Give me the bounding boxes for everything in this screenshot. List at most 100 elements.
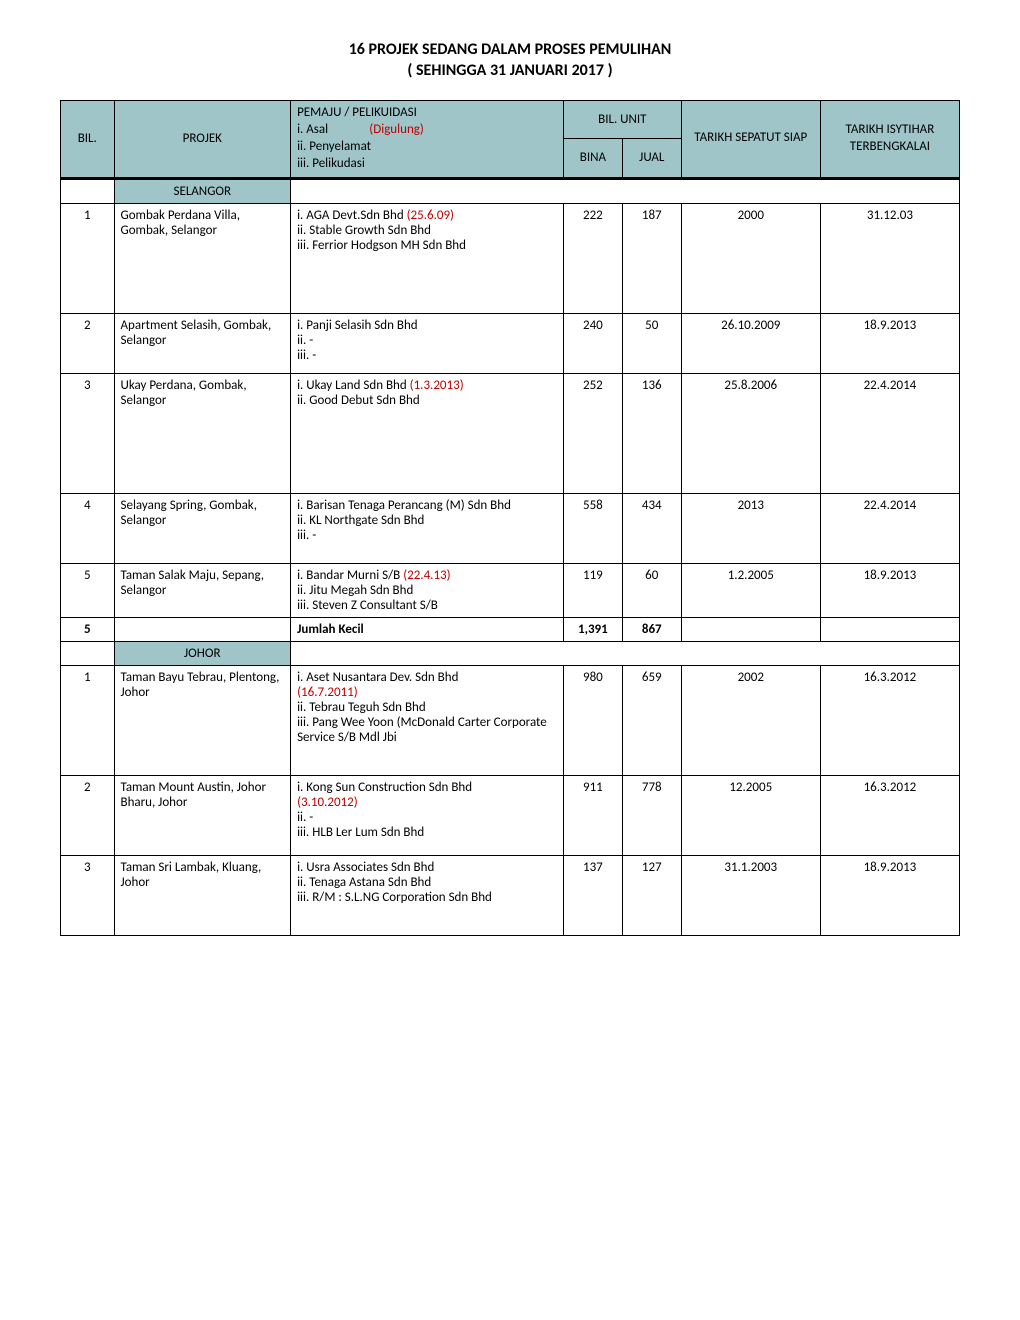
cell-bil: 3	[61, 855, 115, 935]
cell-bina: 119	[563, 563, 622, 617]
cell-terb: 18.9.2013	[820, 855, 959, 935]
pem-text: ii. Tebrau Teguh Sdn Bhd	[297, 700, 426, 715]
cell-terb: 22.4.2014	[820, 373, 959, 493]
cell-bil: 2	[61, 313, 115, 373]
cell-pemaju: i. Kong Sun Construction Sdn Bhd(3.10.20…	[291, 775, 564, 855]
cell-terb: 18.9.2013	[820, 563, 959, 617]
cell-projek: Taman Bayu Tebrau, Plentong, Johor	[114, 665, 291, 775]
pem-text: i. Panji Selasih Sdn Bhd	[297, 318, 418, 333]
th-jual: JUAL	[622, 138, 681, 178]
cell-jual: 659	[622, 665, 681, 775]
pem-text: iii. HLB Ler Lum Sdn Bhd	[297, 825, 424, 840]
cell-projek: Selayang Spring, Gombak, Selangor	[114, 493, 291, 563]
pem-text: iii. -	[297, 528, 316, 543]
cell-siap: 31.1.2003	[681, 855, 820, 935]
cell-bil: 1	[61, 665, 115, 775]
cell-bina: 137	[563, 855, 622, 935]
pem-red: (3.10.2012)	[297, 795, 358, 810]
pem-text: iii. -	[297, 348, 316, 363]
table-row: 3Ukay Perdana, Gombak, Selangori. Ukay L…	[61, 373, 960, 493]
cell-siap: 2000	[681, 203, 820, 313]
cell-bil: 5	[61, 563, 115, 617]
cell-jual: 136	[622, 373, 681, 493]
pem-text: i. Barisan Tenaga Perancang (M) Sdn Bhd	[297, 498, 511, 513]
cell-siap: 26.10.2009	[681, 313, 820, 373]
cell-pemaju: i. Bandar Murni S/B (22.4.13)ii. Jitu Me…	[291, 563, 564, 617]
cell-bil: 4	[61, 493, 115, 563]
subtotal-row: 5Jumlah Kecil1,391867	[61, 617, 960, 641]
table-body: SELANGOR1Gombak Perdana Villa, Gombak, S…	[61, 178, 960, 935]
cell-bil: 1	[61, 203, 115, 313]
cell-bina: 911	[563, 775, 622, 855]
th-bil: BIL.	[61, 101, 115, 179]
th-pemaju-i-red: (Digulung)	[369, 122, 424, 137]
pem-red: (25.6.09)	[407, 208, 454, 223]
cell-siap: 12.2005	[681, 775, 820, 855]
pem-text: ii. -	[297, 333, 313, 348]
subtotal-bil: 5	[61, 617, 115, 641]
table-row: 5Taman Salak Maju, Sepang, Selangori. Ba…	[61, 563, 960, 617]
region-name: SELANGOR	[114, 178, 291, 203]
cell-bina: 558	[563, 493, 622, 563]
cell-siap: 2002	[681, 665, 820, 775]
th-pemaju-iii: iii. Pelikudasi	[297, 156, 365, 171]
table-row: 3Taman Sri Lambak, Kluang, Johori. Usra …	[61, 855, 960, 935]
cell-bina: 980	[563, 665, 622, 775]
cell-jual: 778	[622, 775, 681, 855]
cell-projek: Apartment Selasih, Gombak, Selangor	[114, 313, 291, 373]
pem-text: i. Kong Sun Construction Sdn Bhd	[297, 780, 472, 795]
pem-text: iii. Ferrior Hodgson MH Sdn Bhd	[297, 238, 466, 253]
subtotal-blank	[681, 617, 820, 641]
pem-text: iii. Steven Z Consultant S/B	[297, 598, 438, 613]
cell-jual: 127	[622, 855, 681, 935]
th-projek: PROJEK	[114, 101, 291, 179]
cell-bil: 3	[61, 373, 115, 493]
cell-pemaju: i. Usra Associates Sdn Bhdii. Tenaga Ast…	[291, 855, 564, 935]
th-pemaju: PEMAJU / PELIKUIDASI i. Asal (Digulung) …	[291, 101, 564, 179]
cell-jual: 50	[622, 313, 681, 373]
table-row: 4Selayang Spring, Gombak, Selangori. Bar…	[61, 493, 960, 563]
subtotal-jual: 867	[622, 617, 681, 641]
pem-text: i. AGA Devt.Sdn Bhd	[297, 208, 407, 223]
region-name: JOHOR	[114, 641, 291, 665]
cell-jual: 434	[622, 493, 681, 563]
pem-text: i. Bandar Murni S/B	[297, 568, 403, 583]
th-pemaju-i: i. Asal	[297, 122, 328, 137]
cell-siap: 1.2.2005	[681, 563, 820, 617]
table-header: BIL. PROJEK PEMAJU / PELIKUIDASI i. Asal…	[61, 101, 960, 179]
subtotal-label: Jumlah Kecil	[291, 617, 564, 641]
cell-pemaju: i. Panji Selasih Sdn Bhdii. -iii. -	[291, 313, 564, 373]
cell-bil: 2	[61, 775, 115, 855]
blank-cell	[291, 178, 960, 203]
table-row: 1Taman Bayu Tebrau, Plentong, Johor i. As…	[61, 665, 960, 775]
table-row: 2Apartment Selasih, Gombak, Selangori. P…	[61, 313, 960, 373]
pem-text: i. Aset Nusantara Dev. Sdn Bhd	[297, 670, 458, 685]
cell-jual: 60	[622, 563, 681, 617]
pem-text: ii. KL Northgate Sdn Bhd	[297, 513, 424, 528]
cell-siap: 25.8.2006	[681, 373, 820, 493]
region-row: JOHOR	[61, 641, 960, 665]
page-subtitle: ( SEHINGGA 31 JANUARI 2017 )	[60, 61, 960, 80]
pem-text: ii. Jitu Megah Sdn Bhd	[297, 583, 413, 598]
cell-bina: 222	[563, 203, 622, 313]
table-row: 1Gombak Perdana Villa, Gombak, Selangori…	[61, 203, 960, 313]
cell-pemaju: i. AGA Devt.Sdn Bhd (25.6.09)ii. Stable …	[291, 203, 564, 313]
pem-text: i. Ukay Land Sdn Bhd	[297, 378, 410, 393]
pem-text: ii. Stable Growth Sdn Bhd	[297, 223, 431, 238]
cell-siap: 2013	[681, 493, 820, 563]
cell-terb: 31.12.03	[820, 203, 959, 313]
pem-red: (16.7.2011)	[297, 685, 358, 700]
pem-text: ii. -	[297, 810, 313, 825]
cell-pemaju: i. Ukay Land Sdn Bhd (1.3.2013)ii. Good …	[291, 373, 564, 493]
blank-cell	[61, 641, 115, 665]
pem-red: (22.4.13)	[403, 568, 450, 583]
pem-text: iii. R/M : S.L.NG Corporation Sdn Bhd	[297, 890, 492, 905]
cell-pemaju: i. Barisan Tenaga Perancang (M) Sdn Bhdi…	[291, 493, 564, 563]
cell-projek: Taman Mount Austin, Johor Bharu, Johor	[114, 775, 291, 855]
pem-red: (1.3.2013)	[410, 378, 464, 393]
cell-projek: Gombak Perdana Villa, Gombak, Selangor	[114, 203, 291, 313]
th-tarikh-terbengkalai: TARIKH ISYTIHAR TERBENGKALAI	[820, 101, 959, 179]
cell-projek: Taman Sri Lambak, Kluang, Johor	[114, 855, 291, 935]
cell-bina: 252	[563, 373, 622, 493]
pem-text: ii. Good Debut Sdn Bhd	[297, 393, 420, 408]
